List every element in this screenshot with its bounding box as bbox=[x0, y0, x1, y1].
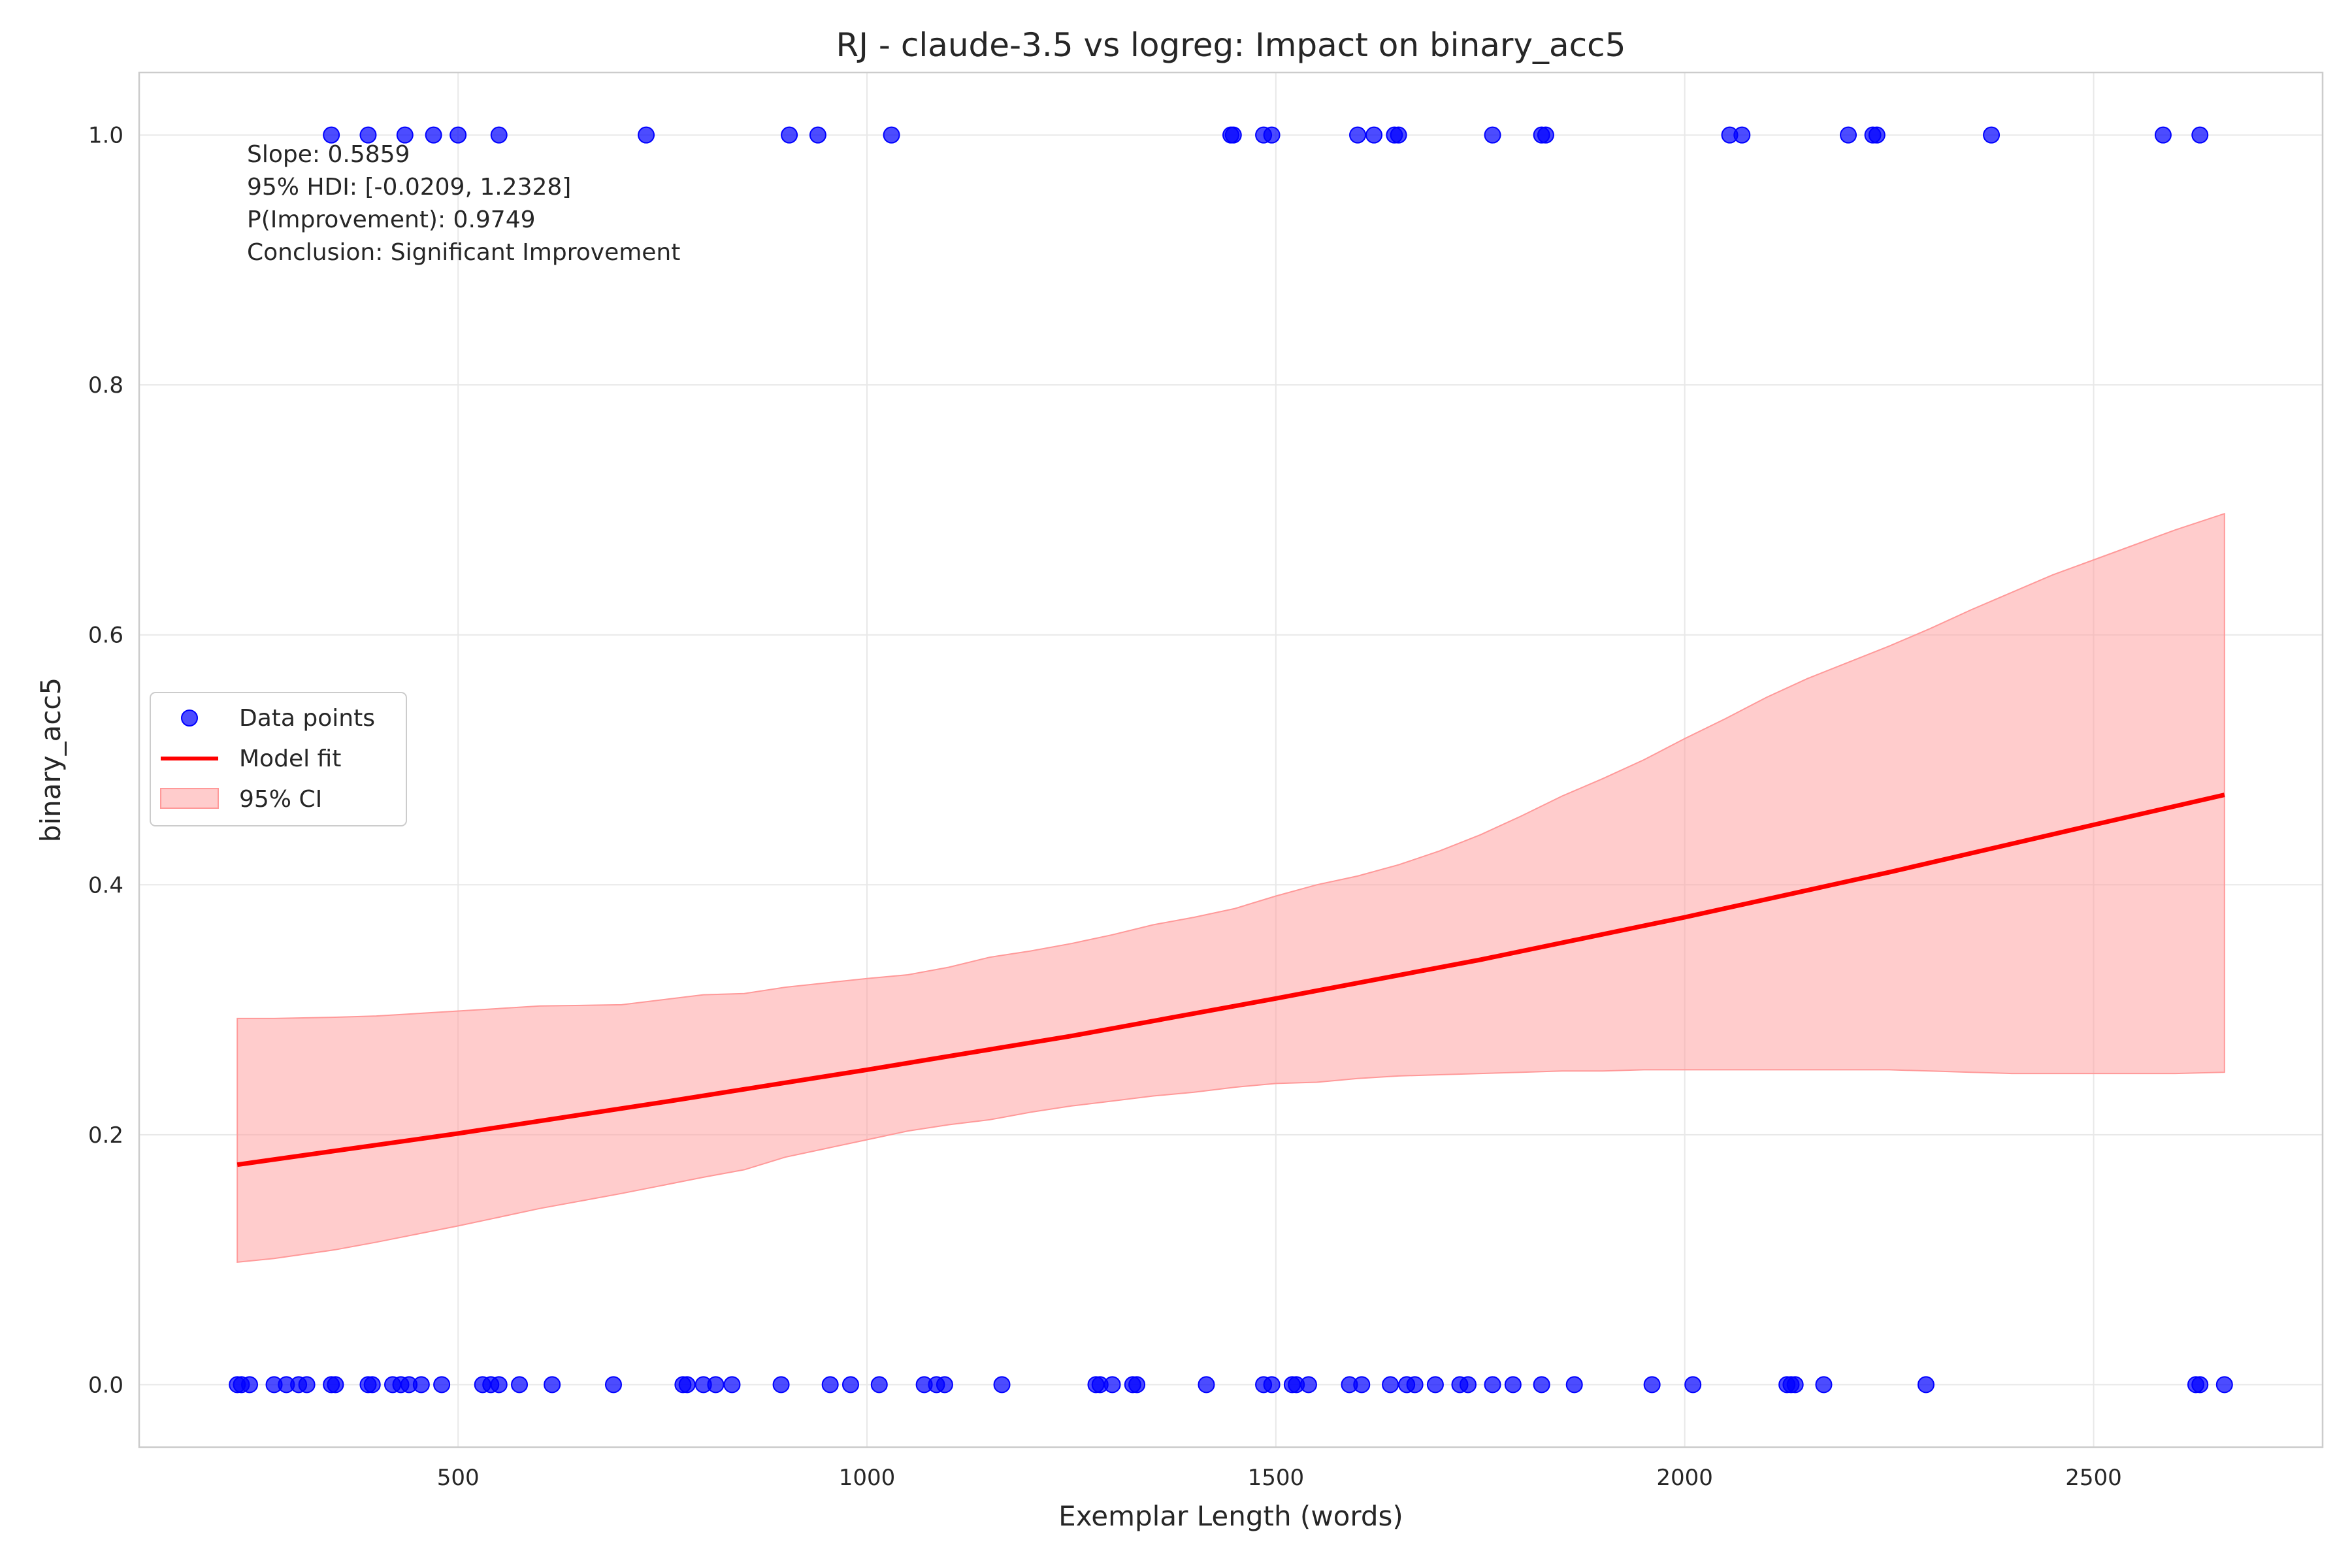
data-point bbox=[1299, 1376, 1317, 1394]
data-point bbox=[772, 1376, 790, 1394]
data-point bbox=[433, 1376, 451, 1394]
data-point bbox=[1426, 1376, 1444, 1394]
data-points-layer bbox=[229, 126, 2233, 1394]
data-point bbox=[363, 1376, 381, 1394]
data-point bbox=[1263, 1376, 1281, 1394]
data-point bbox=[1349, 126, 1367, 144]
data-point bbox=[1684, 1376, 1702, 1394]
y-tick-label: 0.2 bbox=[88, 1122, 123, 1149]
y-tick-label: 0.0 bbox=[88, 1372, 123, 1398]
data-point bbox=[240, 1376, 258, 1394]
data-point bbox=[1128, 1376, 1146, 1394]
data-point bbox=[544, 1376, 561, 1394]
legend-label-model-fit: Model fit bbox=[239, 745, 341, 772]
data-point bbox=[298, 1376, 316, 1394]
data-point bbox=[412, 1376, 430, 1394]
data-point bbox=[638, 126, 655, 144]
data-point bbox=[1643, 1376, 1661, 1394]
data-point bbox=[678, 1376, 696, 1394]
x-tick-labels: 500 1000 1500 2000 2500 bbox=[437, 1465, 2122, 1491]
data-point bbox=[604, 1376, 622, 1394]
data-point bbox=[883, 126, 900, 144]
y-tick-labels: 0.0 0.2 0.4 0.6 0.8 1.0 bbox=[88, 123, 123, 1399]
data-point bbox=[1840, 126, 1857, 144]
y-tick-label: 0.4 bbox=[88, 872, 123, 898]
data-point bbox=[396, 126, 414, 144]
annotation-slope: Slope: 0.5859 bbox=[247, 141, 410, 168]
data-point bbox=[1733, 126, 1751, 144]
data-point bbox=[1484, 126, 1501, 144]
data-point bbox=[1786, 1376, 1804, 1394]
y-tick-label: 1.0 bbox=[88, 123, 123, 149]
x-axis-label: Exemplar Length (words) bbox=[1058, 1500, 1403, 1532]
data-point bbox=[449, 126, 467, 144]
ci-band-layer bbox=[237, 512, 2225, 1264]
data-point bbox=[1406, 1376, 1424, 1394]
data-point bbox=[359, 126, 377, 144]
annotation-hdi: 95% HDI: [-0.0209, 1.2328] bbox=[247, 174, 571, 201]
data-point bbox=[1504, 1376, 1522, 1394]
data-point bbox=[1263, 126, 1281, 144]
x-tick-label: 1500 bbox=[1248, 1465, 1305, 1491]
data-point bbox=[1484, 1376, 1501, 1394]
data-point bbox=[936, 1376, 953, 1394]
data-point bbox=[425, 126, 442, 144]
data-point bbox=[2154, 126, 2172, 144]
data-point bbox=[841, 1376, 859, 1394]
annotation-box: Slope: 0.5859 95% HDI: [-0.0209, 1.2328]… bbox=[247, 141, 680, 266]
data-point bbox=[490, 1376, 508, 1394]
model-fit-line bbox=[237, 792, 2225, 1168]
data-point bbox=[993, 1376, 1011, 1394]
data-point bbox=[870, 1376, 888, 1394]
data-point bbox=[1537, 126, 1554, 144]
data-point bbox=[707, 1376, 725, 1394]
y-tick-label: 0.6 bbox=[88, 623, 123, 649]
data-point bbox=[809, 126, 826, 144]
chart-title: RJ - claude-3.5 vs logreg: Impact on bin… bbox=[836, 26, 1626, 64]
legend-marker-ci bbox=[160, 788, 219, 809]
plot-frame bbox=[138, 71, 2324, 1448]
legend-label-data-points: Data points bbox=[239, 705, 375, 732]
data-point bbox=[1390, 126, 1407, 144]
x-tick-label: 1000 bbox=[839, 1465, 896, 1491]
annotation-p-improvement: P(Improvement): 0.9749 bbox=[247, 206, 536, 233]
data-point bbox=[1198, 1376, 1215, 1394]
data-point bbox=[1382, 1376, 1399, 1394]
data-point bbox=[323, 126, 340, 144]
legend-label-ci: 95% CI bbox=[239, 786, 322, 813]
data-point bbox=[723, 1376, 741, 1394]
data-point bbox=[2191, 126, 2209, 144]
legend-marker-data-points bbox=[181, 710, 198, 727]
data-point bbox=[781, 126, 798, 144]
data-point bbox=[1565, 1376, 1583, 1394]
data-point bbox=[2215, 1376, 2233, 1394]
data-point bbox=[1103, 1376, 1121, 1394]
data-point bbox=[1868, 126, 1886, 144]
data-point bbox=[490, 126, 508, 144]
data-point bbox=[1459, 1376, 1477, 1394]
y-axis-label: binary_acc5 bbox=[35, 678, 67, 842]
ci-band bbox=[237, 512, 2225, 1264]
data-point bbox=[2191, 1376, 2209, 1394]
x-tick-label: 2000 bbox=[1656, 1465, 1713, 1491]
y-tick-label: 0.8 bbox=[88, 372, 123, 399]
data-point bbox=[1365, 126, 1383, 144]
data-point bbox=[1224, 126, 1242, 144]
data-point bbox=[1533, 1376, 1550, 1394]
data-point bbox=[1815, 1376, 1833, 1394]
data-point bbox=[821, 1376, 839, 1394]
data-point bbox=[1983, 126, 2001, 144]
data-point bbox=[327, 1376, 344, 1394]
x-tick-label: 2500 bbox=[2065, 1465, 2122, 1491]
annotation-conclusion: Conclusion: Significant Improvement bbox=[247, 239, 680, 266]
data-point bbox=[1353, 1376, 1371, 1394]
data-point bbox=[511, 1376, 529, 1394]
x-tick-label: 500 bbox=[437, 1465, 480, 1491]
data-point bbox=[1917, 1376, 1935, 1394]
model-fit-layer bbox=[237, 792, 2225, 1168]
legend: Data points Model fit 95% CI bbox=[150, 692, 407, 826]
